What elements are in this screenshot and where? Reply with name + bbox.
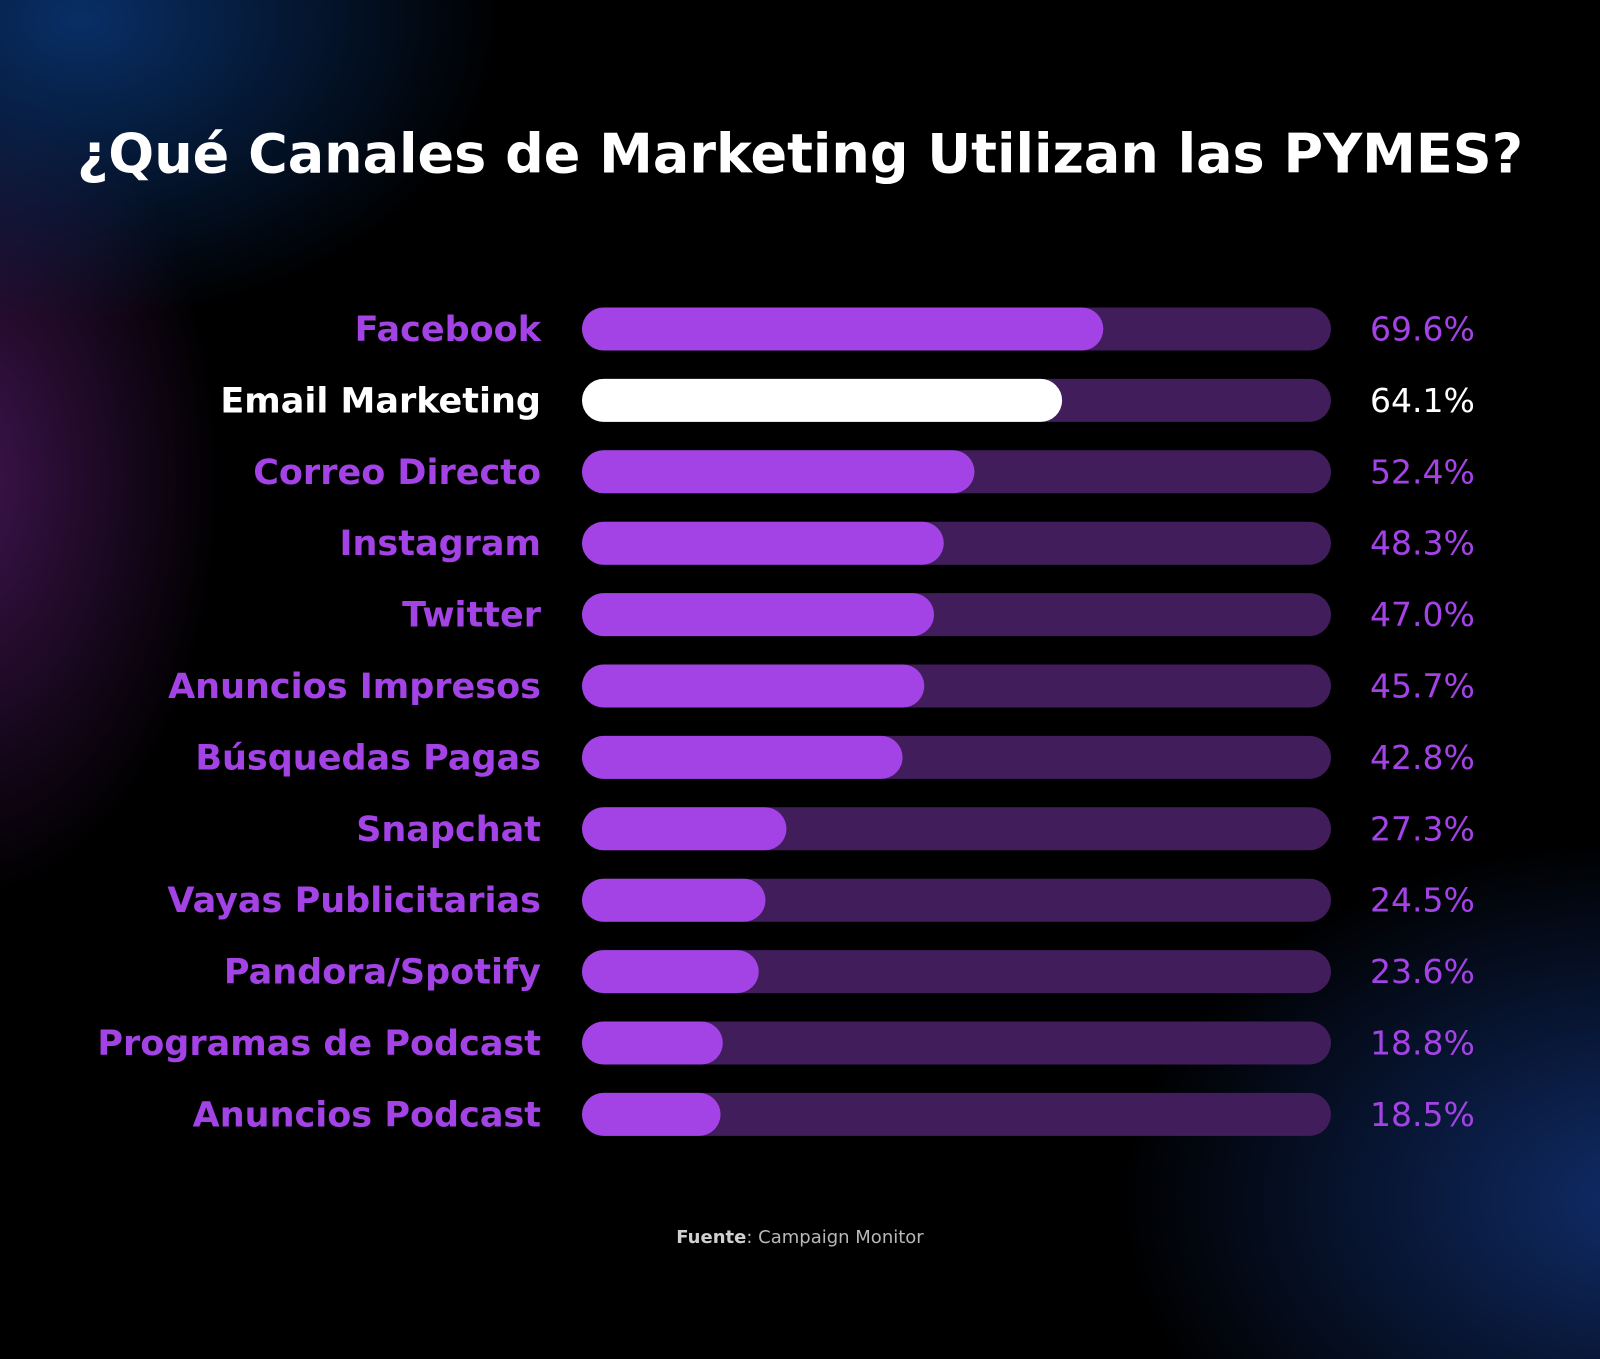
category-label: Facebook	[355, 310, 542, 350]
bar	[582, 521, 944, 565]
value-label: 69.6%	[1370, 310, 1475, 349]
bar	[582, 1021, 723, 1065]
bar	[582, 593, 935, 637]
bar	[582, 378, 1063, 422]
value-label: 52.4%	[1370, 452, 1475, 491]
category-label: Anuncios Podcast	[193, 1095, 541, 1135]
category-label: Vayas Publicitarias	[167, 881, 541, 921]
bar-track	[582, 1021, 1331, 1065]
value-label: 64.1%	[1370, 381, 1475, 420]
value-label: 48.3%	[1370, 524, 1475, 563]
source: Fuente: Campaign Monitor	[676, 1227, 924, 1248]
category-label: Programas de Podcast	[97, 1024, 541, 1064]
source-label: Fuente	[676, 1227, 746, 1248]
bar-track	[582, 878, 1331, 922]
value-label: 47.0%	[1370, 595, 1475, 634]
value-label: 18.8%	[1370, 1024, 1475, 1063]
bar	[582, 950, 759, 994]
chart-title: ¿Qué Canales de Marketing Utilizan las P…	[77, 123, 1523, 186]
value-label: 24.5%	[1370, 881, 1475, 920]
value-label: 18.5%	[1370, 1095, 1475, 1134]
category-label: Correo Directo	[253, 453, 541, 493]
bar	[582, 1092, 721, 1136]
category-label: Snapchat	[356, 810, 541, 850]
value-label: 23.6%	[1370, 952, 1475, 991]
bar	[582, 807, 787, 851]
category-label: Búsquedas Pagas	[195, 738, 541, 778]
value-label: 42.8%	[1370, 738, 1475, 777]
bar	[582, 664, 925, 708]
category-label: Email Marketing	[220, 381, 541, 421]
bar-track	[582, 1092, 1331, 1136]
category-label: Twitter	[402, 596, 542, 636]
bar	[582, 735, 903, 779]
value-label: 27.3%	[1370, 809, 1475, 848]
category-label: Anuncios Impresos	[168, 667, 541, 707]
source-text: : Campaign Monitor	[746, 1227, 924, 1248]
category-label: Pandora/Spotify	[224, 953, 541, 993]
bar	[582, 450, 975, 494]
bar-track	[582, 950, 1331, 994]
bar	[582, 307, 1104, 351]
category-label: Instagram	[339, 524, 541, 564]
bar	[582, 878, 766, 922]
value-label: 45.7%	[1370, 667, 1475, 706]
